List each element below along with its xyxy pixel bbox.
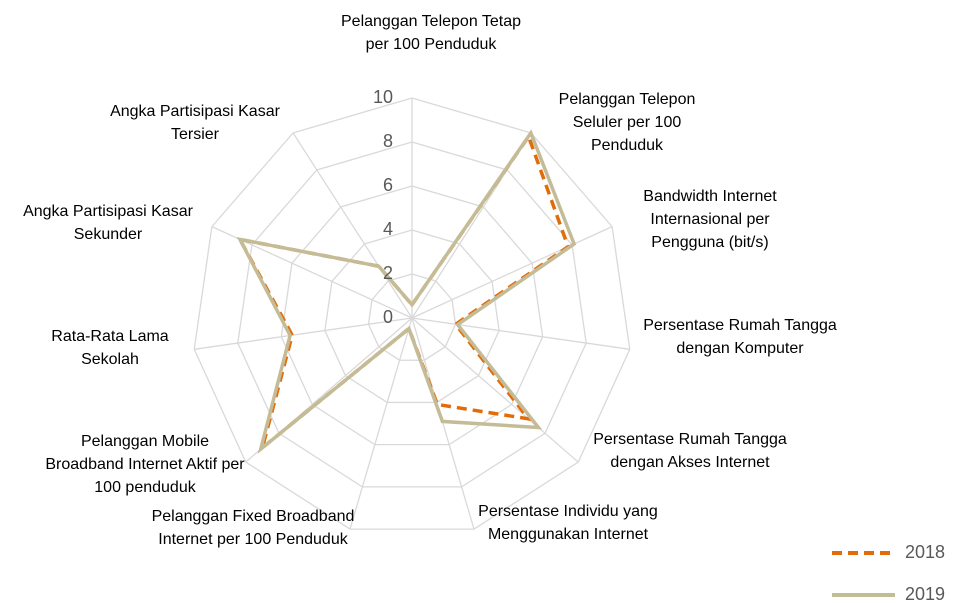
y-tick-label: 10 [373,87,393,107]
y-tick-label: 4 [383,219,393,239]
spoke [411,226,613,319]
grid-ring [280,185,544,446]
legend-label: 2018 [905,542,945,562]
spoke [411,317,579,463]
legend-label: 2019 [905,584,945,603]
category-label: Pelanggan Telepon Tetap per 100 Penduduk [341,13,522,53]
spoke [349,317,413,530]
grid-ring [367,273,457,361]
y-tick-label: 0 [383,307,393,327]
grid-ring [193,97,631,530]
category-label: Pelanggan Telepon Seluler per 100 Pendud… [558,91,696,154]
y-tick-label: 8 [383,131,393,151]
category-label: Pelanggan Fixed Broadband Internet per 1… [151,508,355,548]
y-tick-label: 2 [383,263,393,283]
y-tick-label: 6 [383,175,393,195]
category-label: Persentase Individu yang Menggunakan Int… [478,503,658,543]
grid-ring [324,229,500,404]
spoke [411,317,475,530]
category-label: Persentase Rumah Tangga dengan Akses Int… [593,431,787,471]
category-label: Bandwidth Internet Internasional per Pen… [643,188,777,251]
category-label: Angka Partisipasi Kasar Tersier [110,103,280,143]
category-label: Pelanggan Mobile Broadband Internet Akti… [45,433,245,496]
category-label: Angka Partisipasi Kasar Sekunder [23,203,193,243]
spoke [194,317,413,350]
spoke [292,132,413,319]
series-line [236,129,577,454]
category-label: Rata-Rata Lama Sekolah [51,328,169,368]
category-label: Persentase Rumah Tangga dengan Komputer [643,317,837,357]
spoke [411,317,630,350]
